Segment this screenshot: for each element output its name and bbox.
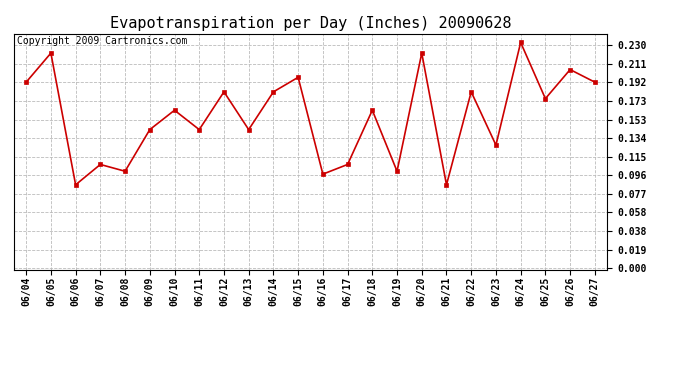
Text: Copyright 2009 Cartronics.com: Copyright 2009 Cartronics.com [17, 36, 187, 46]
Title: Evapotranspiration per Day (Inches) 20090628: Evapotranspiration per Day (Inches) 2009… [110, 16, 511, 31]
